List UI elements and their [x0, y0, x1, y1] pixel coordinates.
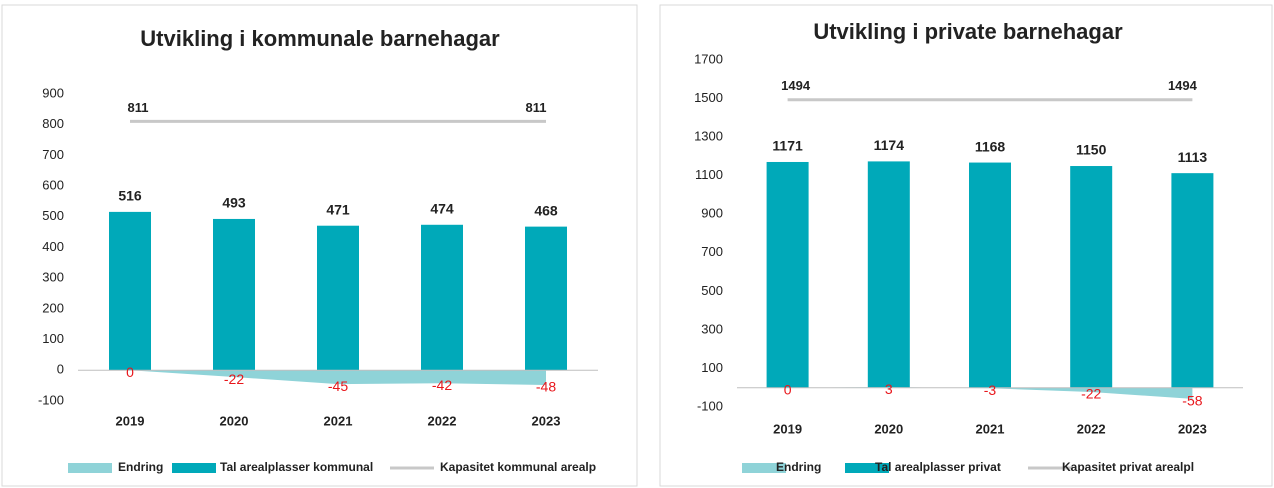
area-label: -48: [536, 379, 556, 395]
legend-label: Kapasitet privat arealpl: [1062, 460, 1194, 474]
bar-label: 493: [222, 195, 246, 211]
area-label: -22: [224, 371, 244, 387]
x-tick-label: 2019: [773, 421, 802, 436]
y-tick-label: 1300: [694, 129, 723, 144]
bar: [109, 211, 151, 371]
y-tick-label: 0: [57, 362, 64, 377]
y-tick-label: 900: [42, 85, 64, 100]
bar: [867, 161, 910, 388]
bar: [969, 162, 1011, 388]
bar-label: 1168: [975, 138, 1006, 154]
legend-swatch: [172, 463, 216, 473]
chart-title: Utvikling i private barnehagar: [813, 19, 1123, 44]
area-label: -22: [1081, 386, 1101, 402]
bar: [317, 225, 359, 371]
area: [787, 387, 1193, 399]
y-tick-label: 100: [42, 331, 64, 346]
bar: [213, 218, 255, 371]
legend-swatch: [742, 463, 786, 473]
legend-label: Endring: [118, 460, 163, 474]
bar-label: 468: [534, 202, 558, 218]
y-tick-label: 1700: [694, 51, 723, 66]
legend-swatch: [68, 463, 112, 473]
bar-label: 1174: [874, 137, 905, 153]
y-tick-label: 300: [42, 270, 64, 285]
area: [130, 370, 546, 386]
y-tick-label: -100: [697, 398, 723, 413]
area-label: -58: [1182, 393, 1202, 409]
y-tick-label: 800: [42, 116, 64, 131]
y-tick-label: 400: [42, 239, 64, 254]
bar: [421, 224, 463, 371]
y-tick-label: 700: [701, 244, 723, 259]
y-tick-label: 500: [42, 208, 64, 223]
area-label: -42: [432, 377, 452, 393]
bar-label: 471: [326, 201, 350, 217]
legend-label: Kapasitet kommunal arealp: [440, 460, 596, 474]
legend-label: Endring: [776, 460, 821, 474]
bar-label: 1171: [772, 138, 803, 154]
legend-label: Tal arealplasser kommunal: [220, 460, 373, 474]
legend-swatch: [845, 463, 889, 473]
line-label: 811: [526, 100, 547, 115]
bar: [525, 226, 567, 371]
x-tick-label: 2019: [116, 413, 145, 428]
bar-label: 1113: [1178, 149, 1208, 165]
y-tick-label: 900: [701, 206, 723, 221]
bar-label: 516: [118, 188, 142, 204]
y-tick-label: 600: [42, 178, 64, 193]
line-label: 1494: [1168, 78, 1198, 93]
x-tick-label: 2020: [220, 413, 249, 428]
x-tick-label: 2023: [1178, 421, 1207, 436]
area-label: 0: [784, 381, 792, 397]
y-tick-label: 300: [701, 321, 723, 336]
y-tick-label: 700: [42, 147, 64, 162]
x-tick-label: 2022: [1077, 421, 1106, 436]
panel-border: [1, 4, 638, 487]
x-tick-label: 2022: [428, 413, 457, 428]
area-label: -3: [984, 382, 997, 398]
x-tick-label: 2020: [874, 421, 903, 436]
chart-title: Utvikling i kommunale barnehagar: [140, 26, 500, 51]
panel-border: [659, 4, 1273, 487]
area-label: 0: [126, 364, 134, 380]
legend-label: Tal arealplasser privat: [875, 460, 1001, 474]
bar: [766, 161, 809, 388]
x-tick-label: 2021: [324, 413, 353, 428]
bar: [1070, 166, 1113, 388]
area-label: -45: [328, 378, 348, 394]
x-tick-label: 2021: [976, 421, 1005, 436]
y-tick-label: 200: [42, 300, 64, 315]
y-tick-label: 1500: [694, 90, 723, 105]
bar: [1171, 173, 1214, 388]
bar-label: 1150: [1076, 142, 1107, 158]
x-tick-label: 2023: [532, 413, 561, 428]
area-label: 3: [885, 381, 893, 397]
y-tick-label: 1100: [695, 167, 723, 182]
y-tick-label: 100: [701, 360, 723, 375]
line-label: 811: [128, 100, 149, 115]
y-tick-label: 500: [701, 283, 723, 298]
line-label: 1494: [781, 78, 811, 93]
bar-label: 474: [430, 200, 454, 216]
y-tick-label: -100: [38, 392, 64, 407]
